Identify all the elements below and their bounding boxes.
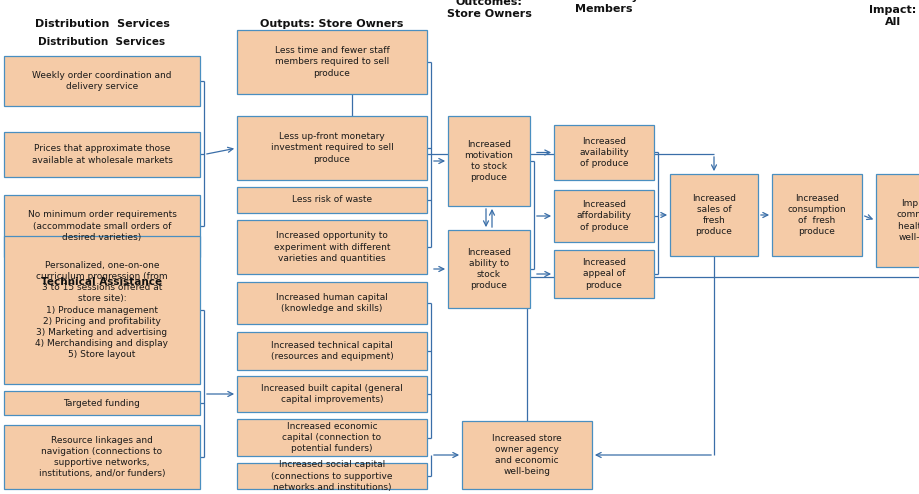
Text: Increased economic
capital (connection to
potential funders): Increased economic capital (connection t… bbox=[282, 422, 381, 453]
FancyBboxPatch shape bbox=[553, 190, 653, 242]
FancyBboxPatch shape bbox=[771, 174, 861, 256]
Text: Increased
consumption
of  fresh
produce: Increased consumption of fresh produce bbox=[787, 194, 845, 236]
FancyBboxPatch shape bbox=[237, 376, 426, 412]
Text: Distribution  Services: Distribution Services bbox=[39, 37, 165, 47]
FancyBboxPatch shape bbox=[237, 116, 426, 180]
Text: Targeted funding: Targeted funding bbox=[63, 399, 141, 408]
FancyBboxPatch shape bbox=[4, 425, 199, 489]
FancyBboxPatch shape bbox=[553, 125, 653, 180]
Text: Mid-Term
Outcomes:
Store Owners: Mid-Term Outcomes: Store Owners bbox=[446, 0, 531, 19]
Text: Increased
availability
of produce: Increased availability of produce bbox=[578, 137, 629, 168]
FancyBboxPatch shape bbox=[237, 220, 426, 274]
Text: Increased
ability to
stock
produce: Increased ability to stock produce bbox=[467, 248, 510, 290]
FancyBboxPatch shape bbox=[4, 195, 199, 257]
Text: Increased built capital (general
capital improvements): Increased built capital (general capital… bbox=[261, 384, 403, 404]
FancyBboxPatch shape bbox=[669, 174, 757, 256]
Text: Increased social capital
(connections to supportive
networks and institutions): Increased social capital (connections to… bbox=[271, 460, 392, 492]
Text: Mid-Term
Outcomes:
Community
Members: Mid-Term Outcomes: Community Members bbox=[568, 0, 639, 14]
Text: Increased human capital
(knowledge and skills): Increased human capital (knowledge and s… bbox=[276, 293, 388, 313]
FancyBboxPatch shape bbox=[553, 250, 653, 298]
Text: Increased opportunity to
experiment with different
varieties and quantities: Increased opportunity to experiment with… bbox=[274, 231, 390, 263]
FancyBboxPatch shape bbox=[4, 236, 199, 384]
Text: Increased
motivation
to stock
produce: Increased motivation to stock produce bbox=[464, 140, 513, 182]
FancyBboxPatch shape bbox=[237, 419, 426, 456]
FancyBboxPatch shape bbox=[875, 174, 919, 267]
FancyBboxPatch shape bbox=[4, 391, 199, 415]
Text: Outputs: Store Owners: Outputs: Store Owners bbox=[260, 19, 403, 29]
Text: Increased
sales of
fresh
produce: Increased sales of fresh produce bbox=[691, 194, 735, 236]
Text: Increased technical capital
(resources and equipment): Increased technical capital (resources a… bbox=[270, 341, 393, 361]
Text: Less time and fewer staff
members required to sell
produce: Less time and fewer staff members requir… bbox=[275, 46, 389, 78]
Text: No minimum order requirements
(accommodate small orders of
desired varieties): No minimum order requirements (accommoda… bbox=[28, 210, 176, 242]
FancyBboxPatch shape bbox=[4, 56, 199, 106]
FancyBboxPatch shape bbox=[448, 116, 529, 206]
Text: Technical Assistance: Technical Assistance bbox=[41, 277, 163, 287]
Text: Less risk of waste: Less risk of waste bbox=[291, 196, 371, 205]
FancyBboxPatch shape bbox=[237, 332, 426, 370]
Text: Personalized, one-on-one
curriculum progression (from
3 to 15 sessions offered a: Personalized, one-on-one curriculum prog… bbox=[36, 261, 168, 359]
FancyBboxPatch shape bbox=[237, 187, 426, 213]
FancyBboxPatch shape bbox=[237, 30, 426, 94]
Text: Resource linkages and
navigation (connections to
supportive networks,
institutio: Resource linkages and navigation (connec… bbox=[39, 436, 165, 478]
Text: Impact:
All: Impact: All bbox=[868, 5, 915, 27]
FancyBboxPatch shape bbox=[4, 132, 199, 177]
Text: Increased store
owner agency
and economic
well-being: Increased store owner agency and economi… bbox=[492, 434, 562, 476]
FancyBboxPatch shape bbox=[461, 421, 591, 489]
FancyBboxPatch shape bbox=[448, 230, 529, 308]
Text: Increased
affordability
of produce: Increased affordability of produce bbox=[576, 201, 630, 232]
Text: Less up-front monetary
investment required to sell
produce: Less up-front monetary investment requir… bbox=[270, 132, 393, 164]
Text: Distribution  Services: Distribution Services bbox=[35, 19, 169, 29]
FancyBboxPatch shape bbox=[237, 463, 426, 489]
Text: Increased
appeal of
produce: Increased appeal of produce bbox=[582, 258, 625, 289]
Text: Improved
community
health and
well-being: Improved community health and well-being bbox=[896, 200, 919, 242]
FancyBboxPatch shape bbox=[237, 282, 426, 324]
Text: Prices that approximate those
available at wholesale markets: Prices that approximate those available … bbox=[31, 144, 172, 165]
Text: Weekly order coordination and
delivery service: Weekly order coordination and delivery s… bbox=[32, 71, 172, 91]
